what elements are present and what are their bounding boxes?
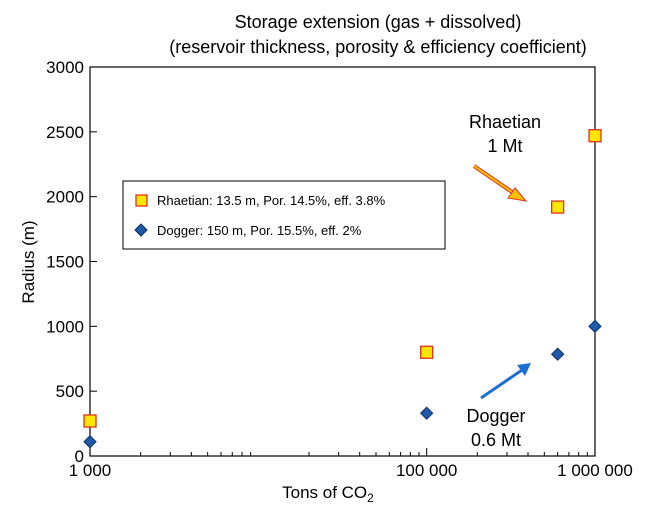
- legend: Rhaetian: 13.5 m, Por. 14.5%, eff. 3.8% …: [122, 180, 446, 250]
- data-point-dogger: [550, 347, 565, 361]
- annotation-dogger-line2: 0.6 Mt: [471, 430, 521, 450]
- y-axis: 0 500 1000 1500 2000 2500 3000: [46, 58, 97, 466]
- y-tick-label: 0: [75, 447, 84, 466]
- legend-label-dogger: Dogger: 150 m, Por. 15.5%, eff. 2%: [157, 223, 362, 238]
- annotation-rhaetian: Rhaetian 1 Mt: [469, 112, 541, 202]
- x-tick-label: 1 000: [69, 461, 112, 480]
- annotation-rhaetian-line2: 1 Mt: [487, 136, 522, 156]
- annotation-dogger-arrow-shaft: [480, 368, 523, 400]
- chart-subtitle: (reservoir thickness, porosity & efficie…: [169, 37, 587, 57]
- data-point-rhaetian: [420, 345, 434, 359]
- y-tick-label: 3000: [46, 58, 84, 77]
- chart-title: Storage extension (gas + dissolved): [235, 12, 522, 32]
- y-axis-label: Radius (m): [19, 220, 38, 303]
- y-tick-label: 500: [56, 382, 84, 401]
- annotation-dogger-arrowhead: [517, 363, 531, 376]
- x-axis-label-subscript: 2: [367, 491, 374, 505]
- data-points: [83, 129, 602, 449]
- x-axis: 1 000 100 000 1 000 000: [69, 448, 633, 480]
- data-point-dogger: [83, 435, 97, 449]
- legend-label-rhaetian: Rhaetian: 13.5 m, Por. 14.5%, eff. 3.8%: [157, 193, 386, 208]
- y-tick-label: 1000: [46, 317, 84, 336]
- legend-box: [122, 180, 446, 250]
- data-point-dogger: [419, 406, 434, 420]
- annotation-rhaetian-arrowhead: [507, 187, 528, 202]
- x-axis-label: Tons of CO2: [282, 483, 374, 505]
- legend-marker-dogger: [134, 223, 148, 237]
- annotation-dogger: Dogger 0.6 Mt: [466, 363, 531, 450]
- annotation-dogger-line1: Dogger: [466, 406, 525, 426]
- annotation-rhaetian-arrow-core: [473, 165, 516, 195]
- data-point-rhaetian: [83, 414, 97, 428]
- y-tick-label: 2500: [46, 123, 84, 142]
- x-axis-label-main: Tons of CO: [282, 483, 367, 502]
- data-point-dogger: [588, 319, 602, 334]
- y-tick-label: 2000: [46, 188, 84, 207]
- annotation-rhaetian-line1: Rhaetian: [469, 112, 541, 132]
- x-tick-label: 1 000 000: [557, 461, 633, 480]
- data-point-rhaetian: [551, 200, 565, 214]
- y-tick-label: 1500: [46, 253, 84, 272]
- legend-marker-rhaetian: [135, 194, 148, 207]
- x-tick-label: 100 000: [396, 461, 457, 480]
- data-point-rhaetian: [588, 129, 602, 143]
